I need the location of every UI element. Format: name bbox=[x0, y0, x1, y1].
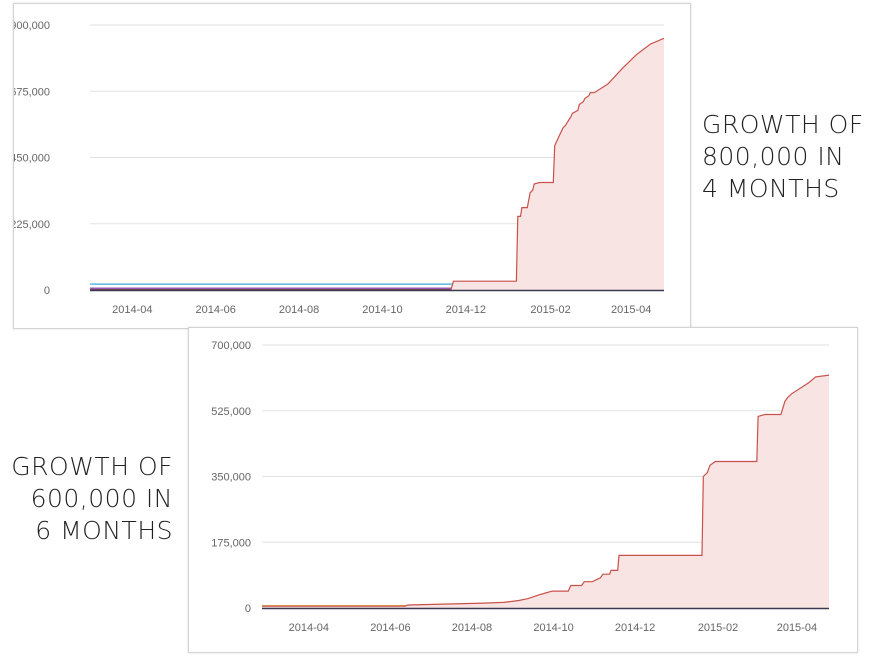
x-tick-label: 2014-06 bbox=[196, 304, 236, 316]
x-tick-label: 2015-04 bbox=[611, 304, 651, 316]
y-tick-label: 525,000 bbox=[211, 406, 251, 418]
y-tick-label: 900,000 bbox=[14, 20, 50, 32]
x-tick-label: 2014-08 bbox=[279, 304, 319, 316]
chart-panel-top: 900,000 675,000 450,000 225,000 0 2014-04 2014… bbox=[13, 3, 691, 329]
callout-line: 600,000 IN bbox=[30, 484, 173, 513]
series-area bbox=[262, 375, 829, 608]
growth-callout-top: GROWTH OF 800,000 IN 4 MONTHS bbox=[702, 109, 864, 205]
x-tick-label: 2014-06 bbox=[370, 622, 410, 634]
y-tick-label: 700,000 bbox=[211, 340, 251, 352]
chart-bottom: 700,000 525,000 350,000 175,000 0 2014-04 2014… bbox=[211, 340, 830, 634]
y-tick-label: 175,000 bbox=[211, 537, 251, 549]
x-tick-label: 2014-10 bbox=[362, 304, 402, 316]
y-tick-label: 0 bbox=[245, 603, 251, 615]
y-tick-label: 0 bbox=[44, 285, 50, 297]
growth-callout-bottom: GROWTH OF 600,000 IN 6 MONTHS bbox=[11, 451, 173, 547]
x-tick-label: 2014-04 bbox=[289, 622, 329, 634]
x-tick-label: 2015-02 bbox=[698, 622, 738, 634]
series-area bbox=[90, 38, 664, 290]
callout-line: 800,000 IN bbox=[702, 142, 845, 171]
chart-top: 900,000 675,000 450,000 225,000 0 2014-04 2014… bbox=[14, 20, 665, 316]
x-tick-label: 2014-12 bbox=[615, 622, 655, 634]
series-line bbox=[262, 374, 830, 607]
x-tick-label: 2014-04 bbox=[112, 304, 152, 316]
x-tick-label: 2015-04 bbox=[777, 622, 817, 634]
chart-panel-bottom: 700,000 525,000 350,000 175,000 0 2014-04 2014… bbox=[188, 327, 858, 653]
y-tick-label: 450,000 bbox=[14, 153, 50, 165]
y-tick-label: 350,000 bbox=[211, 472, 251, 484]
series-line bbox=[90, 37, 665, 291]
y-tick-label: 225,000 bbox=[14, 219, 50, 231]
callout-line: 4 MONTHS bbox=[702, 174, 840, 203]
callout-line: GROWTH OF bbox=[11, 452, 173, 481]
x-tick-label: 2014-10 bbox=[533, 622, 573, 634]
x-tick-label: 2014-08 bbox=[452, 622, 492, 634]
callout-line: GROWTH OF bbox=[702, 110, 864, 139]
x-tick-label: 2015-02 bbox=[530, 304, 570, 316]
x-tick-label: 2014-12 bbox=[446, 304, 486, 316]
callout-line: 6 MONTHS bbox=[35, 516, 173, 545]
y-tick-label: 675,000 bbox=[14, 86, 50, 98]
